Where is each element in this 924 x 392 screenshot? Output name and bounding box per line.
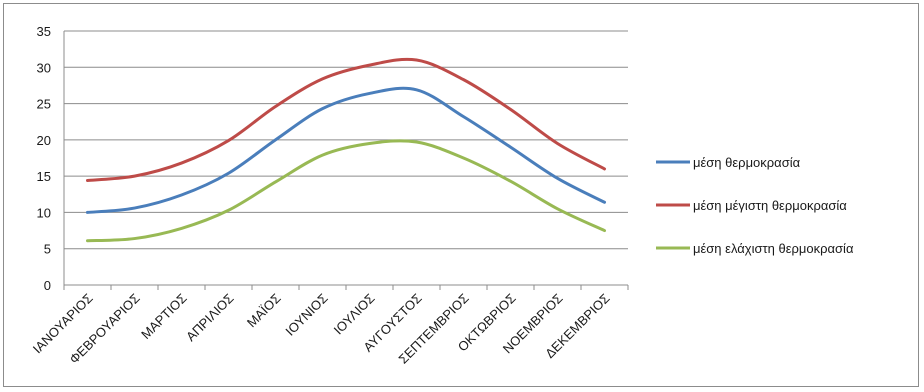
series-lines xyxy=(88,59,605,240)
legend-label: μέση μέγιστη θερμοκρασία xyxy=(693,198,847,213)
gridlines xyxy=(64,31,628,249)
y-tick-label: 20 xyxy=(37,133,51,148)
legend: μέση θερμοκρασία μέση μέγιστη θερμοκρασία… xyxy=(656,155,854,256)
legend-label: μέση ελάχιστη θερμοκρασία xyxy=(693,241,854,256)
x-tick-label: ΙΟΥΛΙΟΣ xyxy=(331,291,378,338)
y-tick-label: 15 xyxy=(37,169,51,184)
y-tick-labels: 0 5 10 15 20 25 30 35 xyxy=(37,24,51,293)
line-chart: 0 5 10 15 20 25 30 35 ΙΑΝΟΥΑΡΙΟΣΦΕΒΡΟΥΑΡΙΟΣΜΑΡΤ… xyxy=(4,4,920,388)
chart-frame: 0 5 10 15 20 25 30 35 ΙΑΝΟΥΑΡΙΟΣ ΦΕΒΡΟΥΑΡΙΟΣ ΜΑΡΤ… xyxy=(3,3,919,387)
y-tick-label: 5 xyxy=(44,242,51,257)
legend-label: μέση θερμοκρασία xyxy=(693,155,801,170)
series-line-1 xyxy=(88,88,605,212)
x-tick-label: ΑΠΡΙΛΙΟΣ xyxy=(183,291,237,345)
x-tick-label: ΜΑΡΤΙΟΣ xyxy=(138,291,190,343)
y-tick-label: 30 xyxy=(37,60,51,75)
series-line-3 xyxy=(88,141,605,241)
x-tick-label: ΜΑΪΟΣ xyxy=(244,291,284,331)
y-tick-label: 0 xyxy=(44,278,51,293)
x-tick-label: ΙΟΥΝΙΟΣ xyxy=(282,291,330,339)
y-tick-label: 10 xyxy=(37,205,51,220)
series-line-2 xyxy=(88,59,605,180)
y-tick-label: 25 xyxy=(37,97,51,112)
y-tick-label: 35 xyxy=(37,24,51,39)
